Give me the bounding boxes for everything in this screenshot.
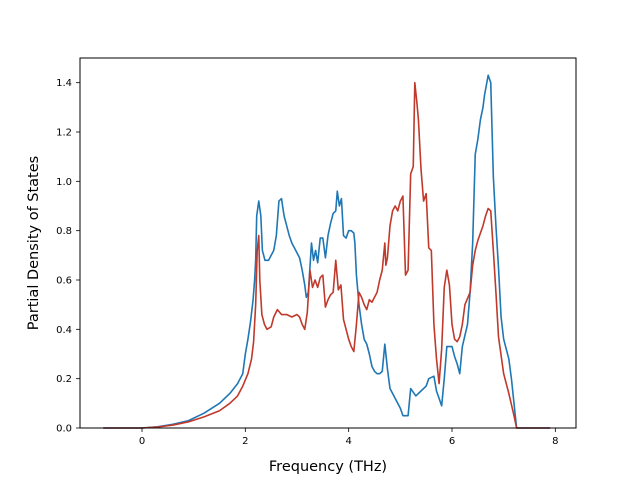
x-tick-label: 2	[242, 436, 248, 447]
series-line-1	[103, 74, 551, 429]
y-tick-label: 1.4	[56, 78, 72, 89]
x-tick-label: 8	[552, 436, 558, 447]
y-tick-label: 1.0	[56, 177, 72, 188]
y-tick-label: 0.8	[56, 226, 72, 237]
y-tick-label: 0.4	[56, 325, 72, 336]
x-ticks: 0 2 4 6 8	[139, 428, 559, 447]
series-layer	[103, 74, 551, 429]
x-tick-label: 4	[345, 436, 351, 447]
series-line-2	[103, 81, 551, 429]
y-tick-label: 0.2	[56, 374, 72, 385]
plot-area	[80, 58, 576, 428]
y-tick-label: 0.0	[56, 424, 72, 435]
x-tick-label: 0	[139, 436, 145, 447]
y-axis-label: Partial Density of States	[26, 156, 42, 330]
y-ticks: 0.0 0.2 0.4 0.6 0.8 1.0 1.2 1.4	[56, 78, 80, 435]
y-tick-label: 0.6	[56, 276, 72, 287]
plot-frame	[79, 57, 577, 429]
x-axis-label: Frequency (THz)	[269, 459, 387, 475]
x-tick-label: 6	[449, 436, 455, 447]
y-tick-label: 1.2	[56, 128, 72, 139]
